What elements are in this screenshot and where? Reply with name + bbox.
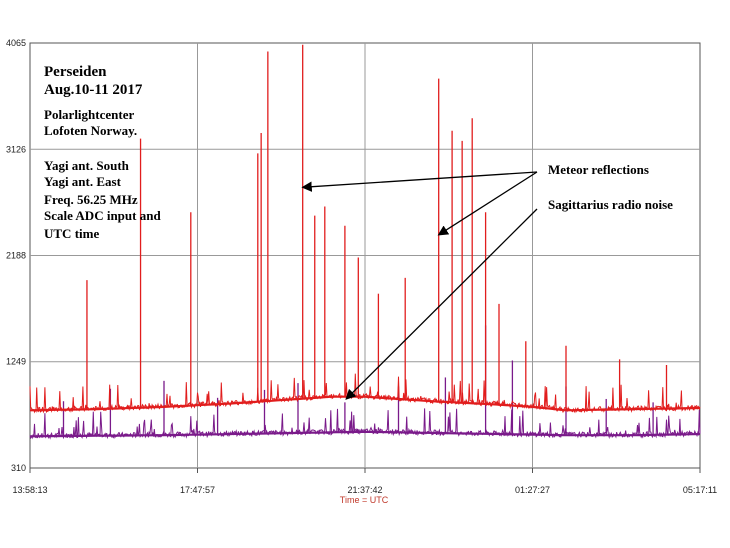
x-tick-label: 05:17:11 xyxy=(683,485,717,495)
chart-subtitle: Aug.10-11 2017 xyxy=(44,82,143,98)
series-baseline xyxy=(29,395,701,412)
legend-info-block: Perseiden Aug.10-11 2017 Polarlightcente… xyxy=(44,64,161,241)
x-tick-label: 01:27:27 xyxy=(515,485,550,495)
series-baseline xyxy=(30,430,701,438)
annotation-label: Sagittarius radio noise xyxy=(548,197,673,212)
info-line: Lofoten Norway. xyxy=(44,123,137,138)
annotations: Meteor reflections Sagittarius radio nois… xyxy=(301,162,673,400)
y-tick-label: 310 xyxy=(11,463,26,473)
tick-labels: 13:58:13 17:47:57 21:37:42 01:27:27 05:17:11… xyxy=(6,38,717,495)
annotation-arrow xyxy=(345,208,538,400)
x-axis-title: Time = UTC xyxy=(340,495,389,505)
chart-title: Perseiden xyxy=(44,64,107,80)
annotation-arrow xyxy=(437,171,538,236)
info-line: Freq. 56.25 MHz xyxy=(44,192,138,207)
y-tick-label: 2188 xyxy=(6,250,26,260)
annotation-label: Meteor reflections xyxy=(548,162,649,177)
info-line: Yagi ant. East xyxy=(44,174,122,189)
info-line: Polarlightcenter xyxy=(44,107,134,122)
x-tick-label: 17:47:57 xyxy=(180,485,215,495)
y-tick-label: 4065 xyxy=(6,38,26,48)
x-tick-label: 13:58:13 xyxy=(12,485,47,495)
x-tick-label: 21:37:42 xyxy=(347,485,382,495)
info-line: Scale ADC input and xyxy=(44,208,161,223)
y-tick-label: 1249 xyxy=(6,357,26,367)
info-line: Yagi ant. South xyxy=(44,158,130,173)
series-yagi-ant-south xyxy=(29,44,701,414)
series xyxy=(29,44,701,440)
annotation-arrow xyxy=(301,171,538,192)
info-line: UTC time xyxy=(44,226,99,241)
y-tick-label: 3126 xyxy=(6,144,26,154)
